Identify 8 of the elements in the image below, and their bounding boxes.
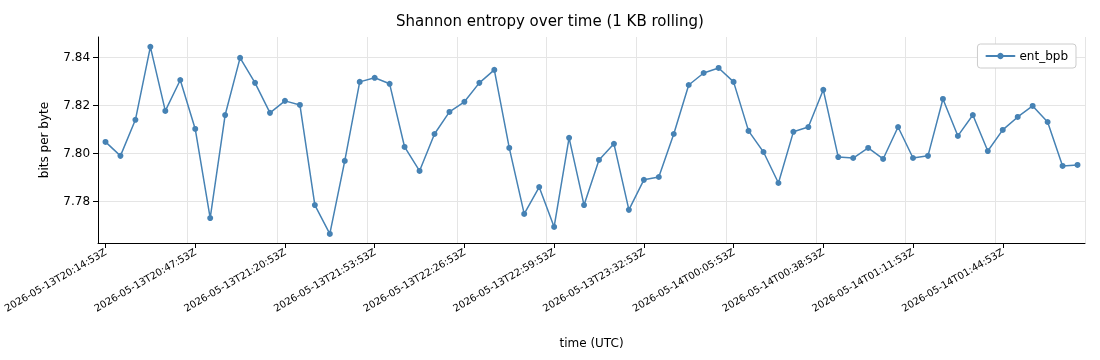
legend-label: ent_bpb [1019,49,1068,63]
y-tick-label: 7.80 [63,145,91,160]
chart-title: Shannon entropy over time (1 KB rolling) [396,11,704,30]
y-tick-label: 7.78 [63,193,91,208]
y-tick-label: 7.84 [63,49,91,64]
y-axis-title: bits per byte [37,101,52,179]
x-axis-title: time (UTC) [559,336,624,350]
y-tick-label: 7.82 [63,97,91,112]
